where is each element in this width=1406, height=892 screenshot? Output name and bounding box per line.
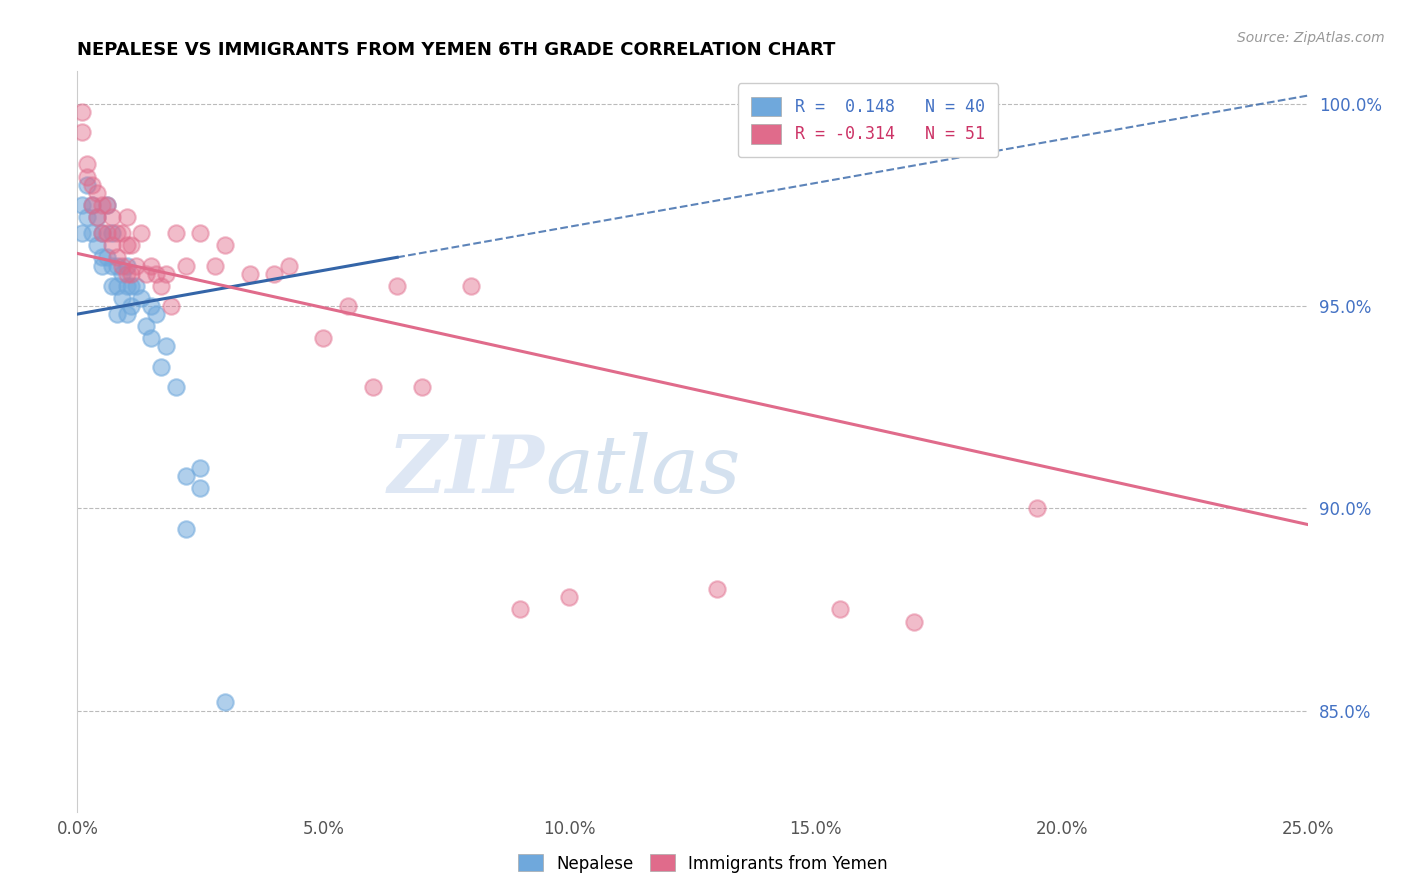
Point: [82, 178, 104, 192]
Point: [115, 238, 138, 252]
Point: [90, 251, 114, 265]
Point: [105, 226, 128, 240]
Point: [165, 226, 187, 240]
Point: [160, 299, 183, 313]
Point: [76, 178, 98, 192]
Point: [101, 238, 124, 252]
Point: [135, 319, 157, 334]
Point: [121, 278, 143, 293]
Point: [239, 267, 262, 281]
Point: [90, 198, 114, 212]
Point: [204, 259, 226, 273]
Point: [111, 267, 132, 281]
Point: [706, 582, 728, 597]
Point: [105, 251, 128, 265]
Point: [174, 469, 197, 483]
Point: [214, 696, 236, 710]
Point: [101, 259, 124, 273]
Point: [82, 198, 104, 212]
Point: [76, 210, 98, 224]
Point: [115, 307, 138, 321]
Point: [96, 226, 118, 240]
Point: [263, 267, 285, 281]
Point: [111, 291, 132, 305]
Point: [76, 157, 98, 171]
Point: [111, 259, 132, 273]
Point: [174, 522, 197, 536]
Point: [82, 226, 104, 240]
Point: [509, 602, 531, 616]
Point: [558, 591, 581, 605]
Point: [125, 278, 148, 293]
Point: [82, 198, 104, 212]
Point: [150, 359, 173, 374]
Text: NEPALESE VS IMMIGRANTS FROM YEMEN 6TH GRADE CORRELATION CHART: NEPALESE VS IMMIGRANTS FROM YEMEN 6TH GR…: [77, 41, 835, 59]
Point: [111, 226, 132, 240]
Point: [188, 460, 212, 475]
Point: [125, 259, 148, 273]
Point: [278, 259, 301, 273]
Point: [76, 169, 98, 184]
Point: [86, 186, 108, 200]
Point: [312, 331, 335, 345]
Point: [101, 226, 124, 240]
Point: [135, 267, 157, 281]
Point: [214, 238, 236, 252]
Point: [165, 380, 187, 394]
Point: [105, 259, 128, 273]
Point: [70, 198, 93, 212]
Point: [174, 259, 197, 273]
Point: [115, 278, 138, 293]
Text: atlas: atlas: [546, 433, 740, 510]
Point: [96, 198, 118, 212]
Point: [90, 259, 114, 273]
Point: [361, 380, 384, 394]
Point: [121, 238, 143, 252]
Point: [129, 226, 153, 240]
Point: [105, 307, 128, 321]
Point: [145, 307, 167, 321]
Point: [141, 259, 163, 273]
Point: [129, 291, 153, 305]
Point: [188, 226, 212, 240]
Point: [86, 238, 108, 252]
Point: [115, 259, 138, 273]
Point: [460, 278, 482, 293]
Point: [155, 339, 177, 353]
Legend: Nepalese, Immigrants from Yemen: Nepalese, Immigrants from Yemen: [512, 847, 894, 880]
Point: [145, 267, 167, 281]
Legend: R =  0.148   N = 40, R = -0.314   N = 51: R = 0.148 N = 40, R = -0.314 N = 51: [738, 83, 998, 157]
Point: [830, 602, 852, 616]
Point: [96, 251, 118, 265]
Point: [141, 299, 163, 313]
Point: [155, 267, 177, 281]
Text: ZIP: ZIP: [388, 433, 546, 510]
Point: [121, 267, 143, 281]
Point: [411, 380, 433, 394]
Point: [101, 278, 124, 293]
Point: [101, 210, 124, 224]
Point: [385, 278, 409, 293]
Point: [70, 104, 93, 119]
Point: [337, 299, 360, 313]
Point: [141, 331, 163, 345]
Point: [70, 125, 93, 139]
Point: [86, 210, 108, 224]
Point: [115, 267, 138, 281]
Point: [105, 278, 128, 293]
Point: [70, 226, 93, 240]
Point: [1026, 501, 1049, 516]
Point: [121, 299, 143, 313]
Point: [90, 226, 114, 240]
Text: Source: ZipAtlas.com: Source: ZipAtlas.com: [1237, 31, 1385, 45]
Point: [86, 210, 108, 224]
Point: [150, 278, 173, 293]
Point: [188, 481, 212, 495]
Point: [96, 198, 118, 212]
Point: [903, 615, 925, 629]
Point: [90, 226, 114, 240]
Point: [115, 210, 138, 224]
